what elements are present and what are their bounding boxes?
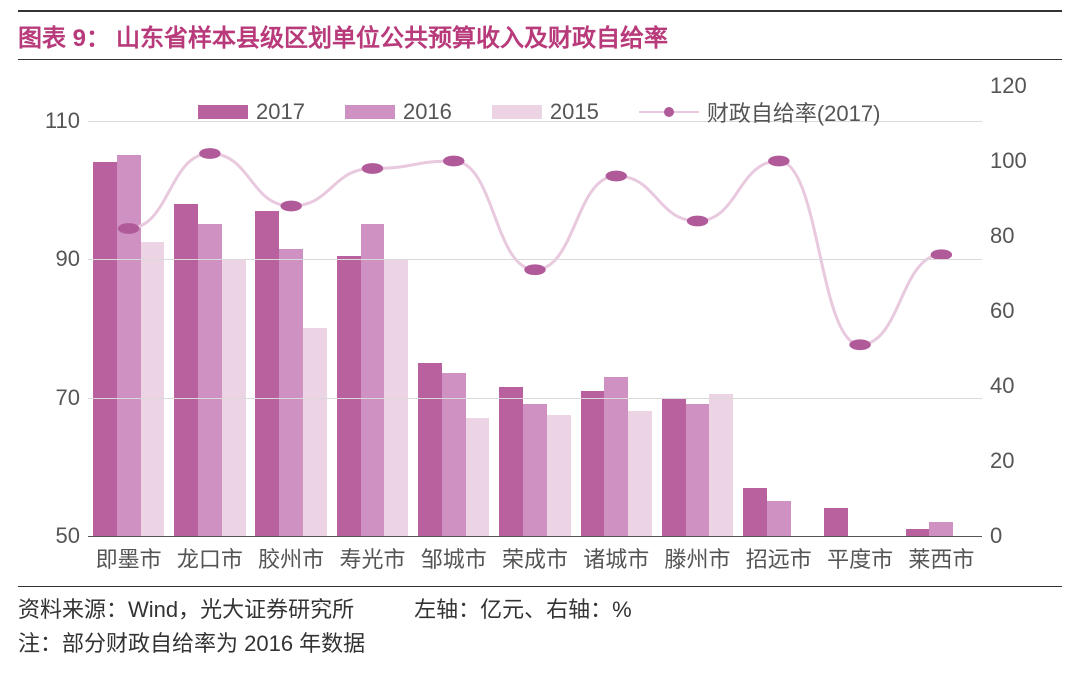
line-marker [606, 171, 627, 182]
gridline [88, 398, 982, 399]
chart-footer: 资料来源：Wind，光大证券研究所 左轴：亿元、右轴：% 注：部分财政自给率为 … [18, 586, 1062, 661]
legend-label-2015: 2015 [550, 99, 599, 125]
line-marker [362, 163, 383, 174]
footer-row-1: 资料来源：Wind，光大证券研究所 左轴：亿元、右轴：% [18, 593, 1062, 627]
legend-item-2017: 2017 [198, 99, 305, 125]
footer-axis-note: 左轴：亿元、右轴：% [414, 593, 632, 627]
x-tick: 招远市 [746, 536, 812, 574]
line-marker [849, 339, 870, 350]
x-tick: 平度市 [827, 536, 893, 574]
footer-source: 资料来源：Wind，光大证券研究所 [18, 593, 354, 627]
legend-swatch-2017 [198, 105, 248, 119]
x-tick: 即墨市 [96, 536, 162, 574]
legend-swatch-2015 [492, 105, 542, 119]
y-right-tick: 0 [982, 523, 1002, 549]
y-left-tick: 50 [56, 523, 88, 549]
line-marker [443, 156, 464, 167]
y-left-tick: 90 [56, 246, 88, 272]
chart-area: 2017 2016 2015 财政自给率(2017) 5070901100204… [18, 66, 1062, 586]
x-tick: 邹城市 [421, 536, 487, 574]
line-marker [280, 201, 301, 212]
y-right-tick: 120 [982, 73, 1027, 99]
legend-label-rate: 财政自给率(2017) [707, 96, 881, 128]
x-tick: 龙口市 [177, 536, 243, 574]
line-marker [118, 223, 139, 234]
y-right-tick: 20 [982, 448, 1014, 474]
x-tick: 寿光市 [339, 536, 405, 574]
title-text: 山东省样本县级区划单位公共预算收入及财政自给率 [116, 18, 668, 53]
y-left-tick: 110 [45, 108, 88, 134]
y-left-tick: 70 [56, 385, 88, 411]
footer-note: 注：部分财政自给率为 2016 年数据 [18, 627, 1062, 661]
legend-item-rate: 财政自给率(2017) [639, 96, 881, 128]
legend-label-2016: 2016 [403, 99, 452, 125]
chart-container: 图表 9： 山东省样本县级区划单位公共预算收入及财政自给率 2017 2016 … [0, 0, 1080, 682]
line-marker [199, 148, 220, 159]
line-marker [687, 216, 708, 227]
gridline [88, 259, 982, 260]
chart-title-row: 图表 9： 山东省样本县级区划单位公共预算收入及财政自给率 [18, 10, 1062, 60]
plot-region: 507090110020406080100120即墨市龙口市胶州市寿光市邹城市荣… [88, 86, 982, 536]
x-tick: 莱西市 [908, 536, 974, 574]
y-right-tick: 60 [982, 298, 1014, 324]
x-tick: 荣成市 [502, 536, 568, 574]
x-tick: 滕州市 [665, 536, 731, 574]
x-tick: 胶州市 [258, 536, 324, 574]
title-prefix: 图表 9： [18, 18, 110, 53]
legend-line-rate [639, 111, 699, 113]
legend-swatch-2016 [345, 105, 395, 119]
legend-item-2015: 2015 [492, 99, 599, 125]
line-marker [768, 156, 789, 167]
line-path [129, 154, 942, 345]
y-right-tick: 100 [982, 148, 1027, 174]
legend-item-2016: 2016 [345, 99, 452, 125]
y-right-tick: 40 [982, 373, 1014, 399]
y-right-tick: 80 [982, 223, 1014, 249]
line-marker [524, 264, 545, 275]
line-layer [88, 86, 982, 536]
legend-label-2017: 2017 [256, 99, 305, 125]
chart-legend: 2017 2016 2015 财政自给率(2017) [198, 96, 880, 128]
x-tick: 诸城市 [583, 536, 649, 574]
